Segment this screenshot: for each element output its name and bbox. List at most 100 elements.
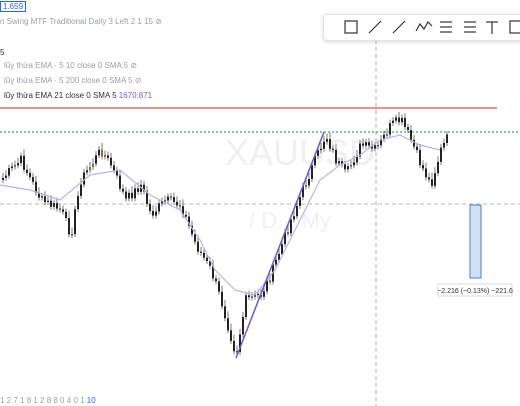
candle-body [227,318,229,331]
candle-body [275,259,277,265]
candle-body [191,225,193,235]
candle-body [29,172,31,178]
candle-body [329,139,331,149]
candle-body [152,211,154,216]
candle-body [440,147,442,162]
candle-body [311,165,313,179]
candle-body [68,218,70,235]
candle-body [77,195,79,210]
icon-more[interactable] [509,20,520,34]
icon-path[interactable] [415,21,433,32]
candle-body [437,161,439,174]
candle-body [44,196,46,202]
candle-body [425,168,427,178]
legend-label: lũy thừa EMA 21 close 0 SMA 5 [4,91,117,100]
icon-fib2[interactable] [464,21,476,33]
candle-body [161,201,163,204]
candle-body [416,146,418,151]
footer-text: 1 2 7 1 8 1 2 8 8 0 4 0 1 [0,396,85,405]
candle-body [266,280,268,292]
candle-body [374,145,376,149]
candle-body [368,142,370,146]
candle-body [170,196,172,198]
candle-body [146,191,148,205]
candle-body [95,155,97,164]
candle-body [398,117,400,123]
candle-body [131,192,133,199]
candle-body [248,295,250,298]
candle-body [446,134,448,143]
candle-body [284,232,286,245]
candle-body [347,166,349,170]
candle-body [323,141,325,149]
candle-body [296,205,298,217]
legend-label: lũy thừa EMA · 5 200 close 0 SMA 5 [4,76,133,85]
candle-body [128,192,130,199]
candle-body [179,205,181,207]
candle-body [188,216,190,226]
candle-body [341,161,343,165]
legend-value: 1670.871 [118,91,153,100]
candle-body [23,155,25,170]
candle-body [167,196,169,201]
candle-body [362,143,364,146]
candle-body [356,156,358,163]
candle-body [251,296,253,298]
candle-body [314,155,316,166]
candle-body [224,306,226,319]
candle-body [290,219,292,234]
watermark: XAUUSD [225,132,375,173]
candle-body [257,294,259,296]
ema-line [0,134,441,296]
icon-rect[interactable] [344,20,358,34]
trend-line [235,131,325,359]
candle-body [107,155,109,158]
candle-body [221,291,223,307]
candle-body [386,134,388,136]
candle-body [326,139,328,142]
candle-body [11,166,13,169]
candle-body [143,184,145,192]
candle-body [182,206,184,215]
candle-body [383,134,385,139]
candle-body [86,170,88,173]
candle-body [428,177,430,180]
candle-body [200,251,202,253]
candle-body [443,142,445,148]
candle-body [113,165,115,171]
candle-body [92,163,94,168]
candle-body [392,120,394,124]
candle-body [407,127,409,131]
candle-body [89,167,91,171]
candle-body [59,208,61,210]
footer: 1 2 7 1 8 1 2 8 8 0 4 0 1 10 [0,396,96,405]
candle-body [17,163,19,166]
candle-body [401,117,403,123]
candle-body [14,165,16,167]
candle-body [302,186,304,198]
candle-body [236,351,238,353]
icon-ray[interactable] [392,20,406,34]
candle-body [176,201,178,206]
candle-body [389,123,391,135]
icon-line[interactable] [368,20,382,34]
candle-body [197,241,199,252]
candle-body [218,281,220,292]
icon-fib[interactable] [440,21,452,33]
candle-body [299,197,301,206]
measure-box [469,204,482,279]
candle-body [41,196,43,198]
measure-label-box [437,283,513,297]
footer-link[interactable]: 10 [86,396,96,405]
legend-count: 5 [0,48,5,57]
candle-body [47,200,49,202]
candle-body [380,138,382,146]
candle-body [80,184,82,196]
candle-body [164,200,166,202]
icon-text[interactable] [486,21,498,34]
candle-body [137,188,139,192]
candle-body [20,155,22,164]
candle-body [287,232,289,234]
candle-body [293,216,295,220]
